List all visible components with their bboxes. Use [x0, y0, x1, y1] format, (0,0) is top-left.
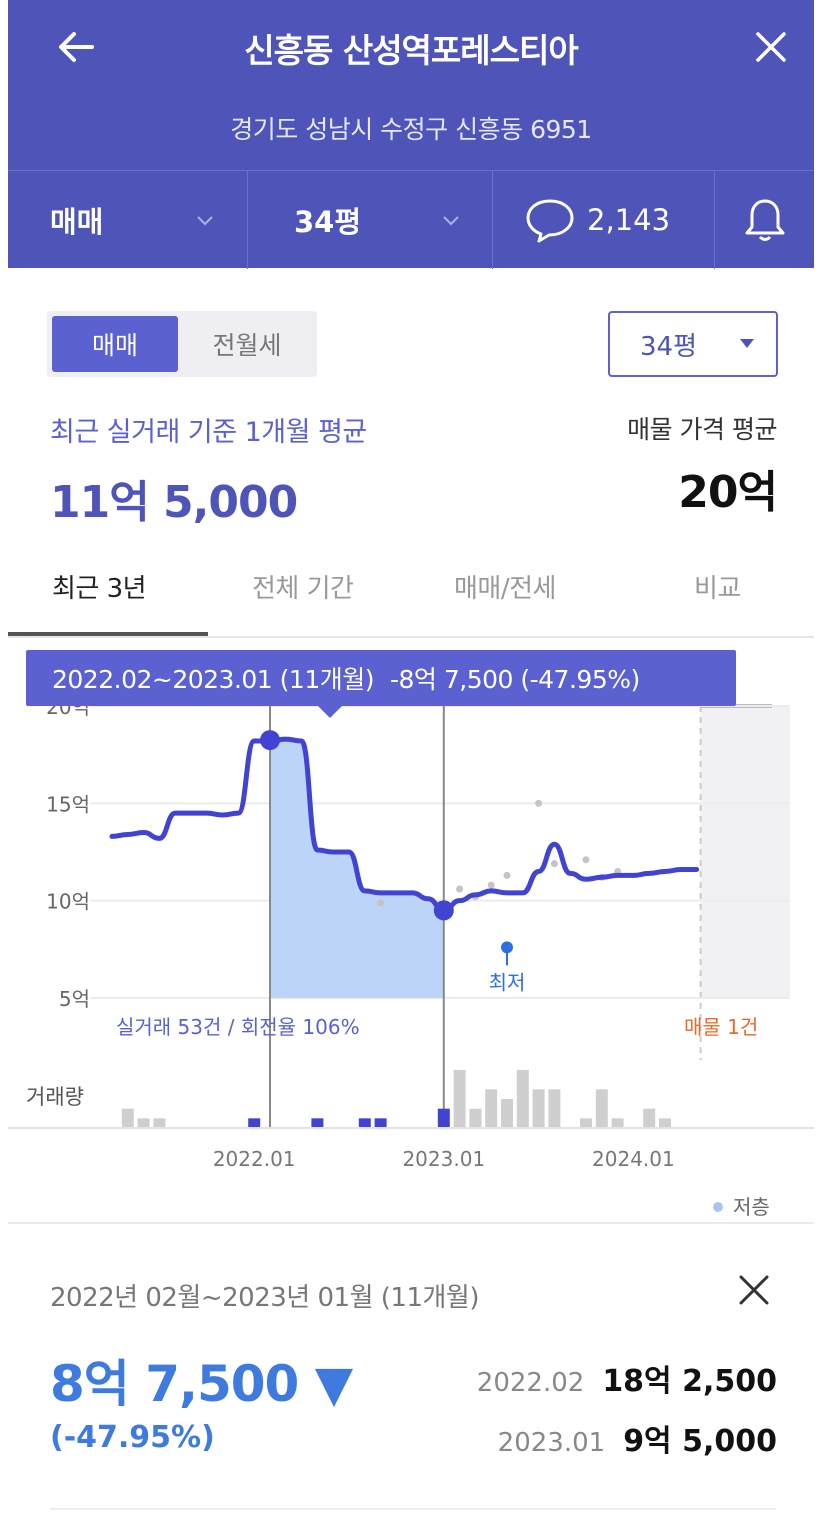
volume-bar: [437, 1108, 450, 1128]
price-change-amount: 8억 7,500 ▼: [50, 1355, 353, 1413]
back-arrow-icon[interactable]: [52, 22, 102, 72]
volume-bar: [374, 1118, 387, 1128]
active-tab-indicator: [8, 632, 208, 636]
volume-bar: [469, 1108, 482, 1128]
price-change-percent: (-47.95%): [50, 1420, 215, 1455]
period-end-row: 2023.01 9억 5,000: [498, 1416, 777, 1460]
deal-type-dropdown[interactable]: 매매: [8, 171, 248, 269]
comments-count: 2,143: [587, 203, 671, 237]
volume-bar: [595, 1089, 608, 1128]
tab-all-period[interactable]: 전체 기간: [252, 574, 354, 604]
tab-sale-jeonse[interactable]: 매매/전세: [454, 574, 556, 604]
lowest-marker[interactable]: [501, 941, 513, 954]
size-dropdown[interactable]: 34평: [248, 171, 493, 269]
avg-price-label: 최근 실거래 기준 1개월 평균: [50, 417, 367, 448]
y-tick-label: 10억: [46, 890, 90, 914]
trade-point[interactable]: [456, 885, 464, 893]
selected-period-label: 2022년 02월~2023년 01월 (11개월): [50, 1283, 479, 1313]
trade-point[interactable]: [487, 881, 495, 889]
tooltip-change: -8억 7,500 (-47.95%): [389, 665, 640, 694]
header-toolbar: 매매 34평 2,143: [8, 170, 814, 269]
x-tick-label: 2023.01: [402, 1147, 485, 1171]
period-end-date: 2023.01: [497, 1428, 606, 1458]
period-start-date: 2022.02: [476, 1368, 585, 1398]
period-end-price: 9억 5,000: [623, 1424, 777, 1459]
volume-bar: [248, 1118, 261, 1128]
volume-bar: [611, 1118, 624, 1128]
chat-bubble-icon: [526, 199, 574, 243]
highlight-area: [270, 739, 444, 998]
avg-price-value: 11억 5,000: [50, 477, 298, 528]
close-icon[interactable]: [746, 22, 796, 72]
asking-price-label: 매물 가격 평균: [627, 415, 777, 444]
price-trend-line: [109, 736, 700, 913]
volume-bar: [453, 1070, 466, 1128]
deal-segment-control: 매매 전월세: [47, 311, 317, 377]
tooltip-arrow: [318, 706, 342, 718]
volume-bar: [311, 1118, 324, 1128]
close-icon[interactable]: [736, 1272, 772, 1308]
app-header: 신흥동 산성역포레스티아 경기도 성남시 수정구 신흥동 6951 매매 34평…: [8, 0, 814, 269]
address: 경기도 성남시 수정구 신흥동 6951: [230, 115, 592, 144]
listing-zone: [700, 706, 790, 998]
trade-point[interactable]: [582, 856, 590, 864]
y-tick-label: 5억: [59, 987, 90, 1011]
trade-stats-label: 실거래 53건 / 회전율 106%: [116, 1015, 360, 1039]
section-divider: [8, 1222, 814, 1224]
tab-recent-3y[interactable]: 최근 3년: [52, 574, 147, 604]
notification-button[interactable]: [715, 171, 814, 269]
volume-bar: [485, 1089, 498, 1128]
volume-bar: [501, 1099, 513, 1128]
volume-bar: [659, 1118, 671, 1128]
tab-compare[interactable]: 비교: [694, 574, 741, 604]
segment-rent[interactable]: 전월세: [212, 331, 282, 360]
size-select-value: 34평: [640, 331, 698, 362]
listing-count-label: 매물 1건: [684, 1015, 758, 1039]
trade-point[interactable]: [377, 899, 385, 907]
comments-button[interactable]: 2,143: [493, 171, 715, 269]
chevron-down-icon: [197, 216, 213, 226]
y-tick-label: 15억: [46, 792, 90, 816]
x-tick-label: 2022.01: [213, 1147, 296, 1171]
legend-low-floor-label: 저층: [733, 1195, 770, 1219]
highlight-end-point[interactable]: [433, 900, 454, 921]
period-start-row: 2022.02 18억 2,500: [477, 1356, 777, 1400]
trade-point[interactable]: [550, 860, 558, 868]
page-title: 신흥동 산성역포레스티아: [244, 31, 578, 70]
lowest-label: 최저: [489, 970, 526, 994]
volume-bar: [516, 1070, 529, 1128]
volume-bar: [532, 1089, 545, 1128]
volume-bar: [153, 1118, 166, 1128]
chevron-down-icon: [443, 216, 459, 226]
bell-icon: [745, 199, 784, 241]
segment-sale[interactable]: 매매: [52, 316, 178, 372]
volume-bar: [580, 1118, 592, 1128]
tooltip-period: 2022.02~2023.01 (11개월): [52, 665, 374, 694]
period-start-price: 18억 2,500: [602, 1364, 777, 1399]
legend-low-floor-dot: [713, 1202, 723, 1212]
volume-label: 거래량: [26, 1085, 84, 1109]
highlight-start-point[interactable]: [260, 730, 280, 751]
period-tooltip: 2022.02~2023.01 (11개월) -8억 7,500 (-47.95…: [26, 650, 736, 706]
size-select[interactable]: 34평: [608, 311, 778, 377]
deal-type-label: 매매: [50, 205, 104, 239]
volume-bar: [121, 1108, 134, 1128]
size-label: 34평: [294, 205, 362, 239]
x-tick-label: 2024.01: [592, 1147, 675, 1171]
period-tabs: 최근 3년 전체 기간 매매/전세 비교: [8, 550, 814, 638]
volume-bar: [548, 1089, 561, 1128]
caret-down-icon: [740, 339, 754, 348]
trade-point[interactable]: [535, 799, 543, 807]
section-divider: [50, 1508, 776, 1510]
volume-bar: [137, 1118, 150, 1128]
volume-bar: [643, 1108, 656, 1128]
trade-point[interactable]: [503, 871, 511, 879]
volume-bar: [358, 1118, 371, 1128]
asking-price-value: 20억: [678, 467, 778, 518]
